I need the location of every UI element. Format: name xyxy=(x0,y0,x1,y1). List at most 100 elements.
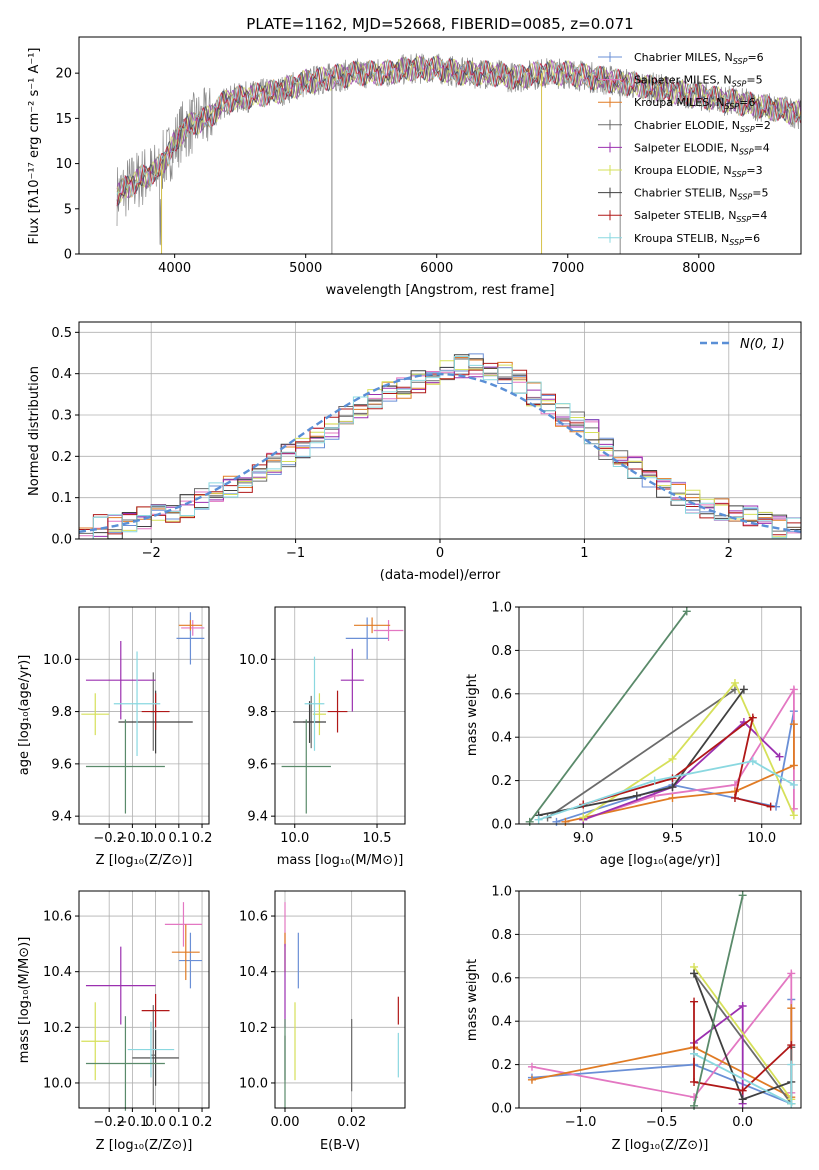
mass-vs-z-panel: −0.2−0.10.0 0.1 0.2 10.0 10.2 10.4 10.6 Z [log₁… xyxy=(17,890,212,1153)
age-vs-z-xlabel: Z [log₁₀(Z/Z⊙)] xyxy=(96,853,193,868)
legend-suffix-8: =6 xyxy=(744,232,760,245)
age-vs-z-panel: −0.2−0.10.0 0.1 0.2 9.4 9.6 9.8 10.0 Z [log₁₀(Z… xyxy=(17,606,213,868)
weight-vs-z-panel: −1.0 −0.5 0.0 0.0 0.2 0.4 0.6 0.8 1.0 Z [log₁₀(Z/… xyxy=(465,885,802,1153)
weight-vs-age-ytick-label-5: 1.0 xyxy=(491,601,512,616)
residual-xtick-label-3: 1 xyxy=(580,546,588,561)
age-vs-mass-xtick-label-0: 10.0 xyxy=(280,831,309,846)
weight-vs-z-frame xyxy=(518,890,802,1109)
weight-vs-age-xlabel: age [log₁₀(age/yr)] xyxy=(600,853,721,868)
age-vs-mass-panel: 10.0 10.5 9.4 9.6 9.8 10.0 mass [log₁₀(M/M⊙)] xyxy=(239,606,406,868)
age-vs-mass-ytick-label-1: 9.6 xyxy=(247,757,268,772)
age-vs-z-xtick-label-1: −0.1 xyxy=(117,831,149,846)
spectrum-ytick-label-0: 0 xyxy=(64,248,72,263)
weight-vs-z-series-8-marker-1 xyxy=(787,1099,796,1108)
legend-name-0: Chabrier MILES, N xyxy=(634,51,733,64)
weight-vs-age-series-4-marker-3 xyxy=(775,752,784,761)
weight-vs-age-series-5-marker-2 xyxy=(730,678,739,687)
spectrum-ytick-label-4: 20 xyxy=(55,67,72,82)
weight-vs-z-ytick-label-5: 1.0 xyxy=(491,885,512,900)
age-vs-z-grid xyxy=(79,607,209,824)
legend-suffix-7: =4 xyxy=(751,209,767,222)
spectrum-frame xyxy=(78,36,802,255)
model-spectrum-1 xyxy=(116,57,802,205)
weight-vs-age-series-2-marker-1 xyxy=(668,793,677,802)
weight-vs-age-series-9 xyxy=(528,610,688,823)
residual-panel: −2 −1 0 1 2 0.0 0.1 0.2 0.3 0.4 0.5 (data-model)/e… xyxy=(27,321,802,583)
legend-suffix-0: =6 xyxy=(747,51,763,64)
weight-vs-z-ticks: −1.0 −0.5 0.0 0.0 0.2 0.4 0.6 0.8 1.0 xyxy=(491,885,753,1131)
weight-vs-age-series-7-marker-4 xyxy=(766,802,775,811)
weight-vs-age-ytick-label-3: 0.6 xyxy=(491,687,512,702)
residual-hists xyxy=(78,353,802,540)
residual-ytick-label-5: 0.5 xyxy=(51,326,72,341)
weight-vs-z-series-4-marker-1 xyxy=(738,1002,747,1011)
age-vs-mass-marks xyxy=(281,617,404,814)
legend-label-8: Kroupa STELIB, NSSP=6 xyxy=(634,232,760,247)
legend-sub-1: SSP xyxy=(732,80,747,89)
weight-vs-z-series-6-marker-0 xyxy=(690,969,699,978)
weight-vs-age-series-5-marker-1 xyxy=(668,754,677,763)
small-panels: −0.2−0.10.0 0.1 0.29.49.69.810.0Z [log₁₀(Z… xyxy=(17,601,802,1153)
spectrum-xtick-label-4: 8000 xyxy=(682,261,715,276)
legend-name-3: Chabrier ELODIE, N xyxy=(634,119,740,132)
legend-sub-5: SSP xyxy=(732,170,747,179)
weight-vs-age-ytick-label-0: 0.0 xyxy=(491,818,512,833)
gaussian-legend-label: N(0, 1) xyxy=(740,337,785,352)
residual-xtick-label-0: −2 xyxy=(142,546,161,561)
weight-vs-age-series-8-marker-2 xyxy=(748,757,757,766)
spectrum-ticks: 4000 5000 6000 7000 8000 0 5 10 15 20 xyxy=(55,67,715,276)
mass-vs-ebv-marks xyxy=(284,902,399,1108)
weight-vs-age-series-8-marker-3 xyxy=(789,780,798,789)
model-spectrum-6 xyxy=(116,55,802,206)
weight-vs-z-xtick-label-1: −0.5 xyxy=(646,1115,678,1130)
mass-vs-z-frame xyxy=(78,890,210,1109)
weight-vs-age-series-6 xyxy=(538,688,745,817)
weight-vs-z-series-7 xyxy=(693,1001,792,1092)
weight-vs-z-xtick-label-2: 0.0 xyxy=(732,1115,753,1130)
weight-vs-z-series-7-marker-0 xyxy=(690,997,699,1006)
age-vs-z-frame xyxy=(78,606,210,825)
legend-name-6: Chabrier STELIB, N xyxy=(634,187,738,200)
residual-ylabel: Normed distribution xyxy=(27,366,42,496)
legend-suffix-2: =6 xyxy=(739,96,755,109)
residual-ytick-label-4: 0.4 xyxy=(51,367,72,382)
mass-vs-ebv-xtick-label-0: 0.00 xyxy=(271,1115,300,1130)
weight-vs-z-ytick-label-1: 0.2 xyxy=(491,1058,512,1073)
mass-vs-ebv-xlabel: E(B-V) xyxy=(320,1138,360,1153)
legend-suffix-6: =5 xyxy=(752,187,768,200)
weight-vs-age-series-5 xyxy=(582,681,795,819)
legend-label-4: Salpeter ELODIE, NSSP=4 xyxy=(634,141,770,156)
weight-vs-age-series-4 xyxy=(582,720,781,821)
weight-vs-z-ytick-label-3: 0.6 xyxy=(491,971,512,986)
mass-vs-ebv-xtick-label-1: 0.02 xyxy=(337,1115,366,1130)
age-vs-z-ylabel: age [log₁₀(age/yr)] xyxy=(17,655,32,776)
legend-suffix-4: =4 xyxy=(754,141,770,154)
residual-xtick-label-1: −1 xyxy=(286,546,305,561)
weight-vs-age-series-0 xyxy=(556,711,795,823)
residual-ytick-label-1: 0.1 xyxy=(51,491,72,506)
weight-vs-age-xtick-label-0: 9.0 xyxy=(573,831,594,846)
legend-sub-2: SSP xyxy=(724,102,739,111)
weight-vs-age-series-6-marker-3 xyxy=(739,685,748,694)
spectrum-ytick-label-1: 5 xyxy=(64,202,72,217)
spectrum-panel: 4000 5000 6000 7000 8000 0 5 10 15 20 wavelength … xyxy=(27,36,802,298)
legend-name-1: Salpeter MILES, N xyxy=(634,74,732,87)
age-vs-z-xtick-label-4: 0.2 xyxy=(192,831,213,846)
mass-vs-ebv-ytick-label-1: 10.2 xyxy=(239,1021,268,1036)
residual-ytick-label-3: 0.3 xyxy=(51,409,72,424)
weight-vs-z-xtick-label-0: −1.0 xyxy=(565,1115,597,1130)
spectrum-ylabel: Flux [fλ10⁻¹⁷ erg cm⁻² s⁻¹ A⁻¹] xyxy=(27,48,42,245)
legend-sub-8: SSP xyxy=(729,238,744,247)
age-vs-z-ytick-label-0: 9.4 xyxy=(51,810,72,825)
gaussian-curve xyxy=(78,372,802,533)
figure-title: PLATE=1162, MJD=52668, FIBERID=0085, z=0… xyxy=(246,15,633,33)
weight-vs-age-series-5-marker-0 xyxy=(579,813,588,822)
age-vs-mass-xlabel: mass [log₁₀(M/M⊙)] xyxy=(277,853,404,868)
weight-vs-z-series-7-marker-3 xyxy=(787,1041,796,1050)
weight-vs-z-ylabel: mass weight xyxy=(465,959,480,1041)
legend-label-5: Kroupa ELODIE, NSSP=3 xyxy=(634,164,763,179)
weight-vs-z-series-9-marker-0 xyxy=(690,1101,699,1110)
legend-label-0: Chabrier MILES, NSSP=6 xyxy=(634,51,764,66)
